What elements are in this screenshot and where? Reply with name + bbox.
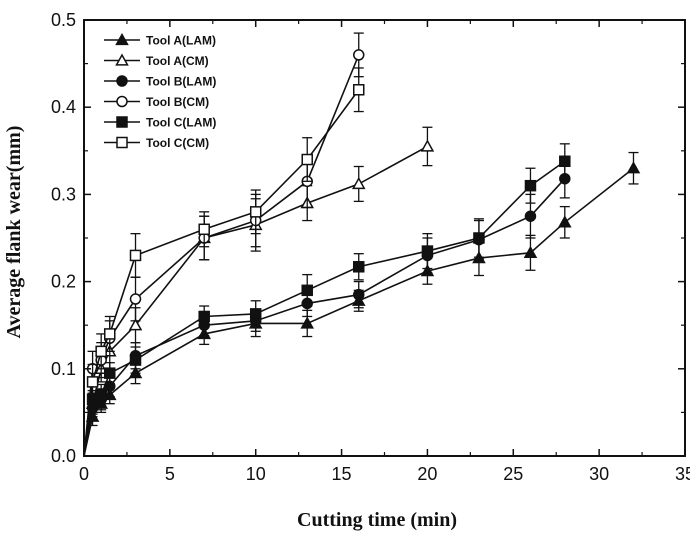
x-tick-label: 25 — [503, 464, 523, 484]
legend-item-3: Tool B(CM) — [104, 95, 209, 109]
x-tick-label: 20 — [417, 464, 437, 484]
data-point — [128, 318, 143, 331]
axes: 0 5 10 15 20 25 30 35 0.0 0.1 0.2 0.3 0.4 0.5 — [51, 10, 690, 484]
legend-item-5: Tool C(CM) — [104, 136, 209, 150]
data-point — [249, 206, 262, 218]
legend-label: Tool B(CM) — [146, 95, 209, 109]
data-point — [420, 139, 435, 152]
data-point — [473, 232, 485, 244]
data-point — [95, 345, 107, 358]
x-axis-title: Cutting time (min) — [297, 509, 457, 531]
plot-area — [83, 32, 641, 457]
legend-item-0: Tool A(LAM) — [104, 32, 216, 48]
series-line-3 — [83, 54, 360, 457]
data-point — [301, 284, 313, 297]
data-point — [523, 245, 538, 258]
data-point — [198, 310, 210, 323]
series-0 — [83, 151, 641, 457]
data-point — [559, 155, 571, 168]
legend-label: Tool C(CM) — [146, 136, 209, 150]
legend-marker — [116, 95, 128, 108]
legend-marker — [115, 53, 129, 66]
y-tick-label: 0.1 — [51, 359, 76, 379]
series-2 — [83, 158, 571, 457]
data-point — [129, 354, 142, 366]
x-tick-label: 35 — [675, 464, 690, 484]
series-4 — [83, 143, 571, 457]
data-point — [129, 249, 142, 262]
series-5 — [83, 67, 365, 457]
data-point — [352, 261, 365, 273]
legend-item-2: Tool B(LAM) — [104, 75, 216, 89]
x-tick-label: 30 — [589, 464, 609, 484]
x-tick-label: 10 — [246, 464, 266, 484]
data-point — [95, 389, 107, 401]
series-3 — [83, 32, 365, 457]
data-point — [104, 328, 116, 340]
legend-item-1: Tool A(CM) — [104, 53, 209, 68]
legend-marker — [115, 32, 129, 46]
data-point — [300, 316, 315, 329]
data-point — [86, 376, 99, 388]
series-line-0 — [83, 167, 634, 457]
data-point — [351, 176, 366, 190]
y-tick-label: 0.0 — [51, 446, 76, 466]
series-line-2 — [83, 178, 566, 457]
legend: Tool A(LAM) Tool A(CM) Tool B(LAM) Tool B(C… — [104, 32, 216, 150]
x-tick-label: 15 — [332, 464, 352, 484]
y-tick-label: 0.5 — [51, 10, 76, 30]
data-point — [558, 215, 572, 228]
x-tick-label: 5 — [165, 464, 175, 484]
legend-label: Tool C(LAM) — [146, 116, 216, 130]
data-point — [104, 367, 116, 379]
y-axis-title: Average flank wear(mm) — [3, 126, 25, 339]
legend-label: Tool A(LAM) — [146, 34, 216, 48]
legend-label: Tool A(CM) — [146, 54, 209, 68]
data-point — [421, 245, 434, 257]
legend-item-4: Tool C(LAM) — [104, 116, 216, 130]
data-point — [524, 179, 537, 192]
legend-label: Tool B(LAM) — [146, 75, 216, 89]
y-tick-label: 0.4 — [51, 97, 76, 117]
series-line-4 — [83, 160, 566, 457]
data-point — [301, 153, 313, 166]
legend-marker — [116, 116, 128, 128]
data-point — [352, 288, 365, 301]
data-point — [352, 49, 365, 61]
data-point — [129, 293, 142, 305]
data-point — [626, 161, 641, 174]
x-tick-label: 0 — [79, 464, 89, 484]
data-point — [198, 223, 210, 236]
legend-marker — [116, 136, 128, 149]
y-tick-label: 0.2 — [51, 272, 76, 292]
y-tick-label: 0.3 — [51, 184, 76, 204]
data-point — [249, 308, 262, 320]
data-point — [352, 84, 365, 96]
data-point — [524, 210, 537, 222]
legend-marker — [116, 75, 128, 87]
